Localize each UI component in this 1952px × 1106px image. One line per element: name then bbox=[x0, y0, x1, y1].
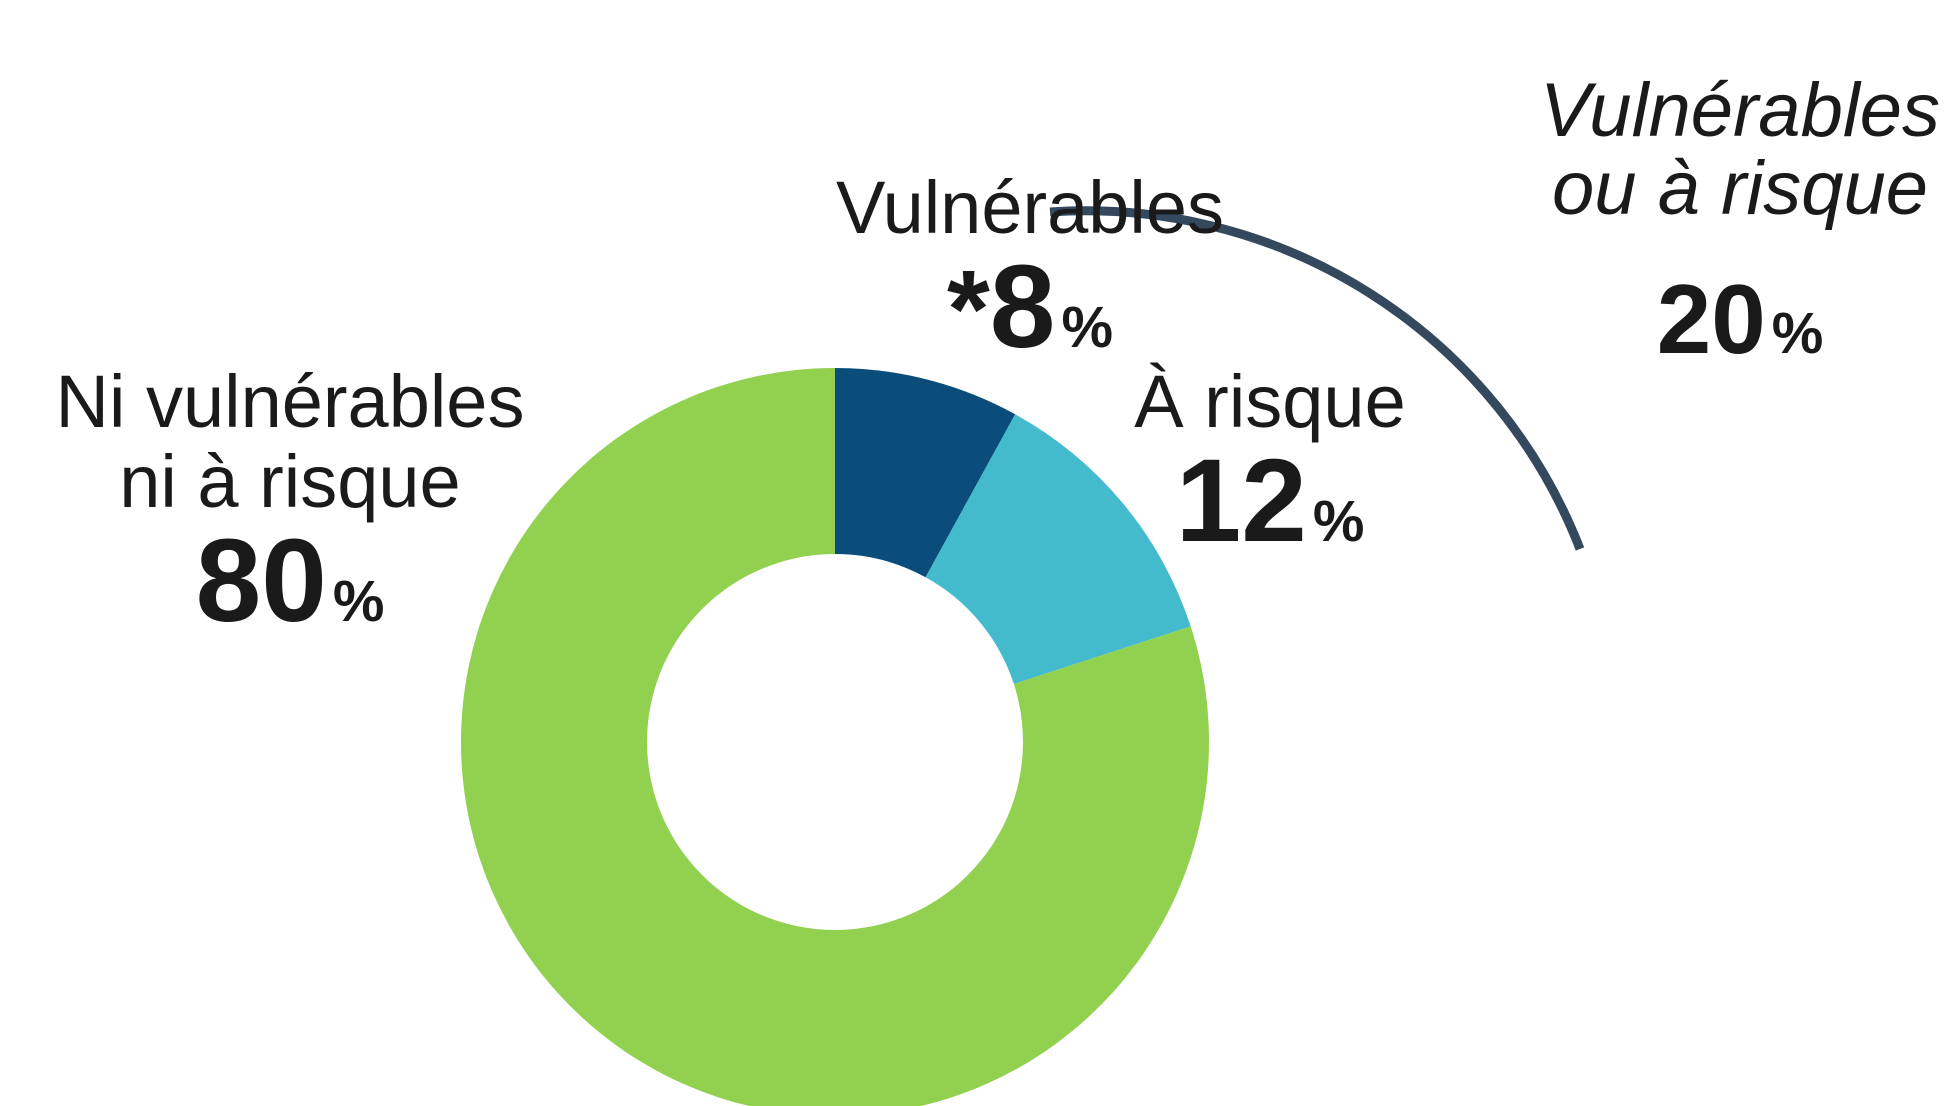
slice-label-a-risque: À risque bbox=[1134, 360, 1406, 443]
group-value: 20% bbox=[1656, 264, 1824, 374]
donut-slice-1 bbox=[925, 414, 1191, 684]
group-label-line-2: ou à risque bbox=[1551, 146, 1929, 231]
group-label-line-1: Vulnérables bbox=[1539, 68, 1940, 153]
label-vulnerables: Vulnérables *8% bbox=[800, 168, 1260, 387]
slice-label-ni-line-1: Ni vulnérables bbox=[55, 360, 525, 443]
group-annotation: Vulnérables ou à risque 20% bbox=[1530, 72, 1950, 383]
slice-label-vulnerables: Vulnérables bbox=[835, 166, 1225, 249]
donut-slices bbox=[461, 368, 1209, 1106]
donut-slice-2 bbox=[461, 368, 1209, 1106]
donut-slice-0 bbox=[835, 368, 1016, 578]
slice-value-ni-vulnerables: 80% bbox=[195, 515, 385, 647]
group-bracket-arc bbox=[1049, 206, 1585, 551]
label-ni-vulnerables: Ni vulnérables ni à risque 80% bbox=[10, 362, 570, 661]
slice-value-vulnerables: *8% bbox=[946, 241, 1114, 373]
slice-label-ni-line-2: ni à risque bbox=[119, 440, 461, 523]
label-a-risque: À risque 12% bbox=[1110, 362, 1430, 581]
slice-value-a-risque: 12% bbox=[1175, 435, 1365, 567]
